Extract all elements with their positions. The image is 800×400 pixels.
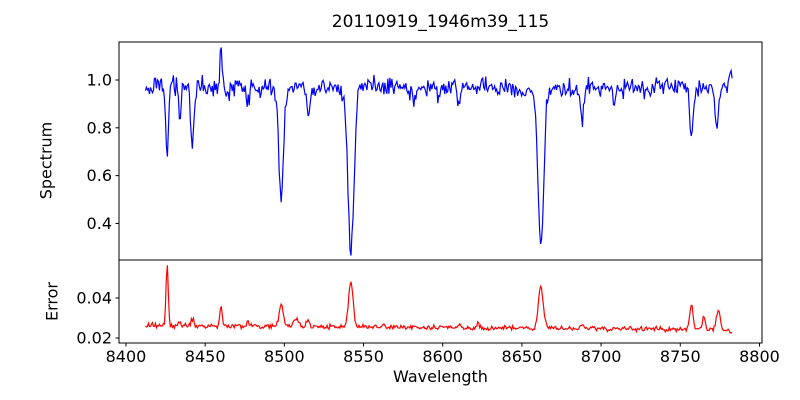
spectrum-y-tick-label: 0.8 [87,118,112,137]
x-tick-label: 8400 [106,347,147,366]
plot-title: 20110919_1946m39_115 [331,12,550,32]
error-axis-label: Error [42,282,62,321]
x-tick-label: 8450 [185,347,226,366]
error-y-tick-label: 0.04 [76,289,112,308]
error-axes-frame [118,259,763,344]
x-tick-label: 8700 [581,347,622,366]
spectrum-axes-frame [118,41,763,261]
x-tick-label: 8550 [343,347,384,366]
wavelength-axis-label: Wavelength [393,367,488,386]
error-y-tick-label: 0.02 [76,329,112,348]
x-tick-label: 8600 [422,347,463,366]
x-tick-label: 8750 [660,347,701,366]
spectrum-y-tick-label: 1.0 [87,71,112,90]
x-tick-label: 8800 [739,347,780,366]
spectrum-y-tick-label: 0.4 [87,214,112,233]
x-tick-label: 8500 [264,347,305,366]
spectrum-axis-label: Spectrum [36,121,56,200]
spectrum-line [144,47,733,256]
x-tick-label: 8650 [502,347,543,366]
error-line [145,265,733,334]
spectrum-y-tick-label: 0.6 [87,166,112,185]
